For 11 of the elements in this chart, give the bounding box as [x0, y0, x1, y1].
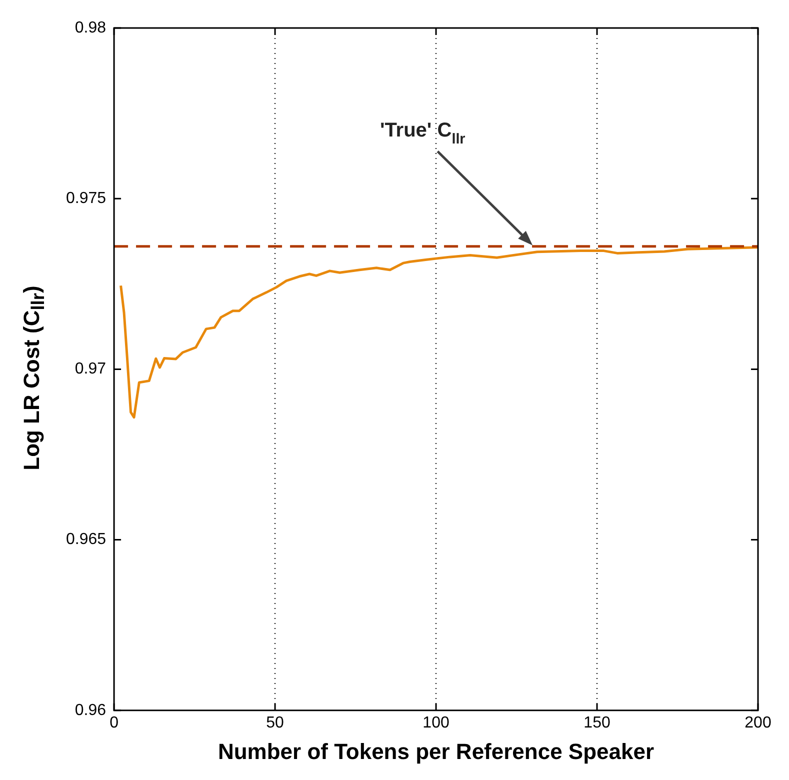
- x-tick-label: 100: [422, 714, 450, 732]
- y-tick-label: 0.975: [66, 190, 106, 208]
- y-tick-label: 0.96: [74, 702, 106, 719]
- y-tick-label: 0.98: [74, 19, 106, 36]
- x-tick-label: 50: [266, 714, 284, 732]
- x-tick-label: 200: [744, 714, 772, 732]
- y-tick-label: 0.97: [74, 360, 106, 378]
- x-tick-label: 150: [584, 714, 610, 732]
- x-tick-label: 0: [110, 714, 119, 732]
- y-tick-label: 0.965: [66, 531, 106, 548]
- x-axis-title: Number of Tokens per Reference Speaker: [218, 738, 654, 764]
